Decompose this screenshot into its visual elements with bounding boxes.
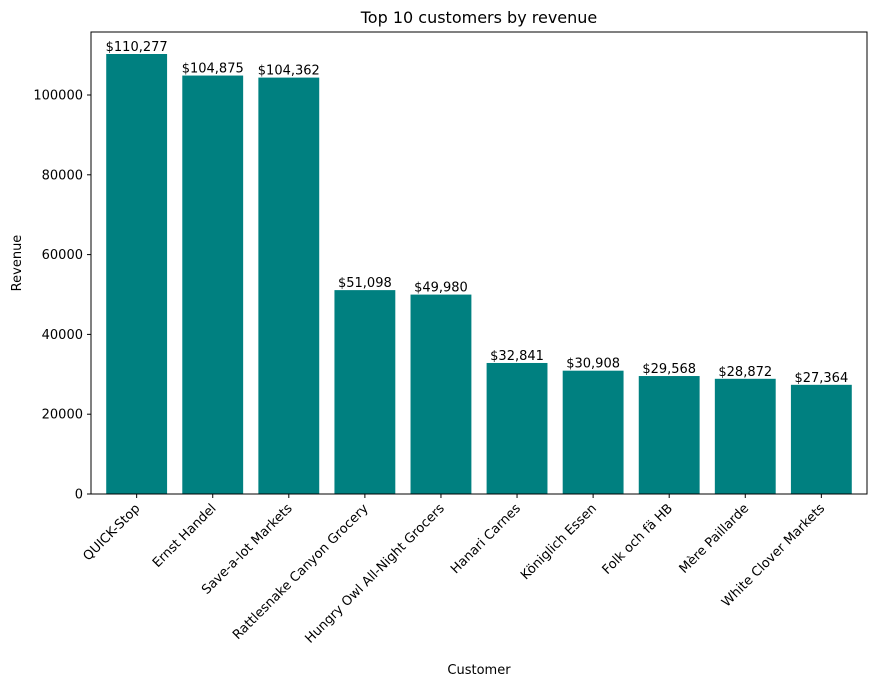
- data-labels-group: $110,277 $104,875 $104,362 $51,098 $49,980 $3…: [106, 40, 849, 386]
- data-label: $30,908: [566, 357, 620, 372]
- y-tick-label: 100000: [33, 89, 83, 104]
- data-label: $110,277: [106, 40, 168, 55]
- y-axis-label: Revenue: [10, 235, 25, 292]
- data-label: $49,980: [414, 281, 468, 296]
- y-tick-label: 20000: [42, 408, 83, 423]
- y-axis: 0 20000 40000 60000 80000 100000: [33, 89, 91, 503]
- bar: [714, 378, 776, 494]
- y-tick-label: 80000: [42, 168, 83, 183]
- x-axis-label: Customer: [447, 663, 511, 678]
- bar: [562, 370, 624, 494]
- bar: [106, 54, 168, 494]
- chart-title: Top 10 customers by revenue: [360, 8, 598, 27]
- bar: [410, 294, 472, 494]
- x-tick-label: Ernst Handel: [150, 501, 220, 571]
- x-tick-label: Rattlesnake Canyon Grocery: [230, 501, 372, 643]
- data-label: $104,362: [258, 64, 320, 79]
- x-tick-label: Mère Paillarde: [677, 501, 753, 577]
- bar: [638, 376, 700, 494]
- data-label: $104,875: [182, 62, 244, 77]
- data-label: $27,364: [794, 371, 848, 386]
- bar: [182, 75, 244, 495]
- y-tick-label: 0: [75, 488, 83, 503]
- x-tick-label: QUICK-Stop: [80, 501, 143, 564]
- y-tick-label: 60000: [42, 248, 83, 263]
- x-tick-label: Hanari Carnes: [448, 501, 524, 577]
- bars-group: [106, 54, 852, 495]
- bar: [790, 384, 852, 494]
- bar: [486, 362, 548, 494]
- y-tick-label: 40000: [42, 328, 83, 343]
- x-tick-label: Königlich Essen: [518, 501, 600, 583]
- data-label: $51,098: [338, 276, 392, 291]
- x-tick-label: Folk och fä HB: [600, 501, 676, 577]
- x-tick-label: Hungry Owl All-Night Grocers: [302, 501, 447, 646]
- plot-frame: [90, 31, 868, 495]
- data-label: $29,568: [642, 362, 696, 377]
- bar: [334, 290, 396, 494]
- bar: [258, 77, 320, 494]
- data-label: $28,872: [718, 365, 772, 380]
- data-label: $32,841: [490, 349, 544, 364]
